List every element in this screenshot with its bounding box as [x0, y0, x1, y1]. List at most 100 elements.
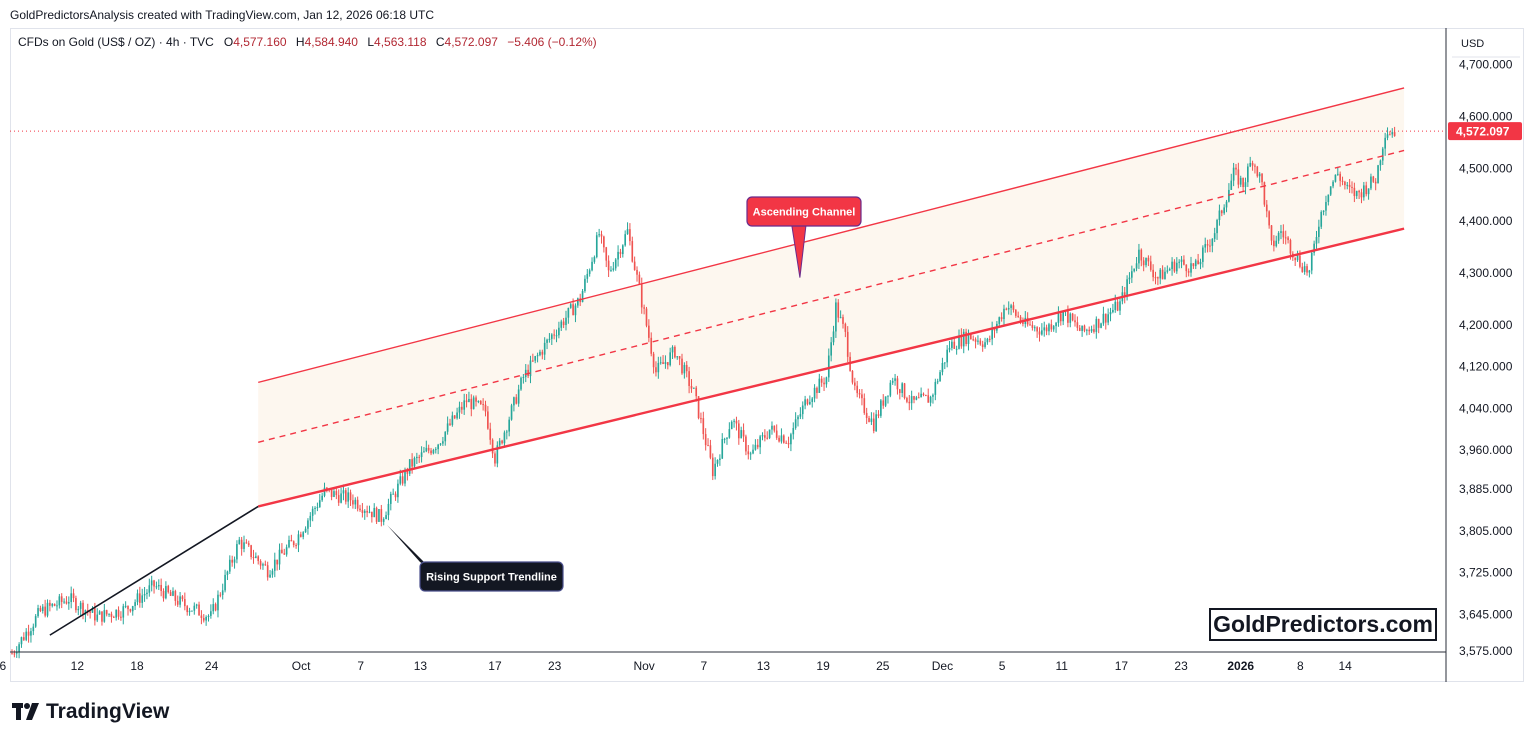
candle-body	[872, 418, 875, 432]
candle-body	[1166, 270, 1169, 272]
close-value: 4,572.097	[444, 35, 498, 49]
candle-body	[517, 389, 520, 404]
candle-body	[906, 398, 908, 402]
candle-body	[1289, 240, 1292, 254]
chart-frame[interactable]	[10, 28, 1524, 682]
candle-body	[259, 560, 262, 566]
candle-body	[1116, 301, 1119, 311]
candle-body	[752, 449, 754, 454]
candle-body	[605, 247, 608, 261]
candle-body	[1154, 277, 1157, 279]
candle-body	[399, 476, 402, 484]
candle-body	[536, 355, 539, 357]
candle-body	[842, 317, 844, 324]
candle-body	[70, 593, 73, 602]
x-tick-label: Oct	[292, 659, 311, 673]
low-value: 4,563.118	[374, 35, 427, 49]
candle-body	[723, 438, 726, 440]
candle-body	[764, 435, 766, 438]
candle-body	[1123, 292, 1126, 297]
candle-body	[1199, 261, 1202, 265]
candle-body	[1104, 313, 1107, 323]
candle-body	[193, 605, 196, 611]
candle-body	[354, 499, 357, 505]
candle-body	[1142, 260, 1145, 266]
candle-body	[273, 559, 276, 571]
y-tick-label: 4,400.000	[1459, 214, 1513, 228]
candle-body	[1055, 322, 1057, 327]
candle-body	[581, 291, 584, 303]
candle-body	[735, 420, 738, 424]
last-price-badge[interactable]	[1448, 122, 1522, 141]
candle-body	[1237, 169, 1240, 185]
candle-body	[257, 556, 260, 561]
candle-body	[1206, 244, 1209, 246]
candle-body	[489, 428, 492, 440]
candle-body	[716, 459, 719, 464]
candle-body	[960, 335, 963, 347]
candle-body	[1093, 329, 1095, 332]
candle-body	[1313, 243, 1315, 253]
candle-body	[394, 493, 397, 498]
candle-body	[188, 610, 191, 613]
candle-body	[1353, 187, 1356, 197]
candle-body	[998, 317, 1001, 324]
candle-body	[479, 401, 482, 405]
candle-body	[830, 342, 832, 356]
candle-body	[756, 444, 759, 448]
candle-body	[782, 435, 785, 443]
channel-upper-line[interactable]	[258, 87, 1405, 384]
candle-body	[380, 509, 383, 522]
candle-body	[856, 385, 859, 394]
candle-body	[49, 602, 51, 606]
candle-body	[335, 491, 338, 496]
channel-middle-line[interactable]	[258, 149, 1405, 443]
candle-body	[941, 362, 944, 373]
candle-body	[1225, 201, 1228, 208]
trendline-callout-box[interactable]	[419, 561, 564, 592]
candle-body	[534, 356, 537, 361]
channel-lower-line[interactable]	[257, 227, 1405, 508]
tradingview-logo[interactable]: TradingView	[12, 700, 169, 724]
candle-body	[925, 395, 927, 397]
candle-body	[231, 559, 234, 563]
y-tick-label: 4,300.000	[1459, 266, 1513, 280]
candle-body	[434, 449, 437, 451]
candle-body	[671, 346, 674, 353]
candle-body	[1119, 301, 1121, 311]
candle-body	[754, 444, 757, 450]
candle-body	[1133, 268, 1136, 272]
candle-body	[880, 400, 882, 416]
support-trendline[interactable]	[49, 505, 259, 636]
candle-body	[437, 444, 439, 450]
candle-body	[974, 339, 977, 342]
candle-body	[108, 613, 110, 615]
candle-body	[150, 580, 153, 586]
currency-label[interactable]: USD	[1461, 38, 1484, 50]
candle-body	[1327, 194, 1330, 202]
candle-body	[988, 338, 991, 340]
candle-body	[1078, 327, 1081, 331]
candle-body	[1336, 173, 1339, 175]
candle-body	[865, 412, 868, 419]
candle-body	[413, 458, 416, 467]
candle-body	[342, 490, 345, 494]
channel-callout-box[interactable]	[746, 196, 862, 227]
candle-body	[745, 436, 747, 452]
candle-body	[292, 541, 295, 546]
candle-body	[262, 564, 264, 566]
candle-body	[470, 398, 473, 410]
candle-body	[271, 570, 274, 575]
candle-body	[134, 602, 136, 607]
candle-body	[768, 429, 771, 438]
x-tick-label: 2026	[1227, 659, 1254, 673]
y-tick-label: 4,600.000	[1459, 110, 1513, 124]
candle-body	[662, 362, 664, 364]
candle-body	[321, 495, 323, 501]
candle-body	[939, 372, 941, 382]
candle-body	[1112, 309, 1114, 313]
candle-body	[200, 615, 203, 618]
candle-body	[25, 631, 28, 640]
candle-body	[141, 595, 144, 603]
